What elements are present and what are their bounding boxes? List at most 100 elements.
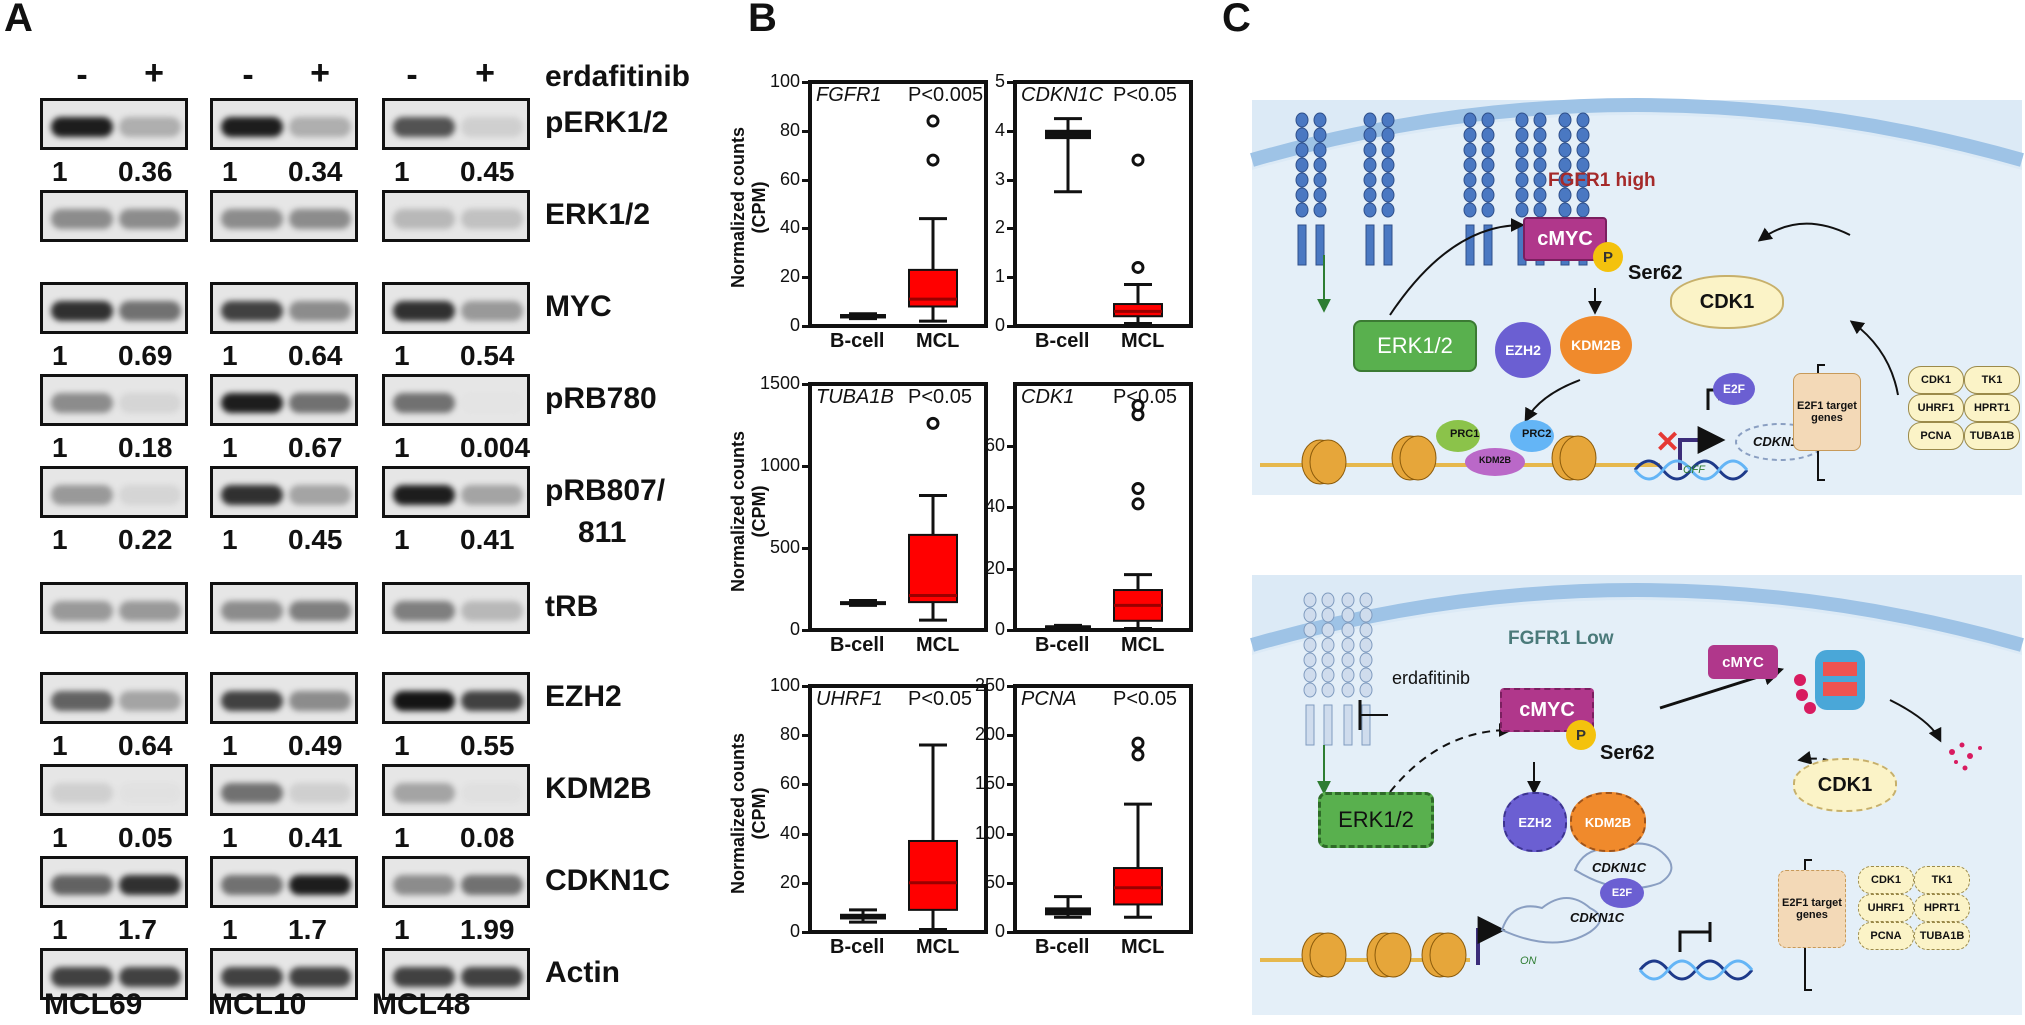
receptor-domain <box>1303 667 1317 683</box>
off-label: OFF <box>1683 464 1705 476</box>
receptor-tail <box>1343 704 1353 746</box>
y-tick-label: 0 <box>789 619 800 639</box>
boxplot-svg <box>840 114 958 323</box>
outlier-point <box>1131 748 1145 762</box>
receptor-domain <box>1303 682 1317 698</box>
blot-band <box>289 875 351 895</box>
y-axis-label: Normalized counts (CPM) <box>728 127 770 288</box>
quant-value: 0.45 <box>460 156 515 187</box>
gene-name: UHRF1 <box>816 688 883 710</box>
blot-band <box>51 783 113 803</box>
y-tick-mark <box>1007 685 1013 688</box>
blot-band <box>289 783 351 803</box>
y-tick-label: 3 <box>994 168 1005 189</box>
blot-band <box>221 209 283 229</box>
y-tick-mark <box>1007 832 1013 836</box>
fgfr1-high-panel: ✕ <box>1250 98 2024 495</box>
gene-name: TUBA1B <box>816 386 894 408</box>
receptor-domain <box>1463 187 1477 203</box>
receptor-domain <box>1481 157 1495 173</box>
blot-band <box>51 601 113 621</box>
x-category-label: MCL <box>1121 634 1165 656</box>
state-label-high: FGFR1 high <box>1548 170 1656 191</box>
y-tick-label: 500 <box>769 537 800 557</box>
protein-label: pRB807/ <box>545 474 666 507</box>
receptor-domain <box>1515 157 1529 173</box>
receptor-domain <box>1533 202 1547 218</box>
y-tick-label: 100 <box>974 822 1005 843</box>
receptor-domain <box>1321 592 1335 608</box>
y-tick-mark <box>802 783 808 787</box>
p-value: P<0.05 <box>908 386 972 408</box>
cell-line-mcl48: MCL48 <box>372 988 471 1021</box>
blot-band <box>461 783 523 803</box>
on-label: ON <box>1520 955 1537 967</box>
y-tick-label: 1 <box>994 266 1005 287</box>
receptor-domain <box>1363 202 1377 218</box>
protein-label: MYC <box>545 290 612 323</box>
protein-label: ERK1/2 <box>545 198 651 231</box>
receptor-domain <box>1321 667 1335 683</box>
blot-panel <box>382 466 530 518</box>
quant-value: 1 <box>222 340 238 371</box>
receptor-domain <box>1341 592 1355 608</box>
receptor-domain <box>1381 172 1395 188</box>
e2f1-target-box-low: E2F1 target genes <box>1778 870 1846 948</box>
boxplot-frame <box>1013 382 1193 632</box>
svg-text:✕: ✕ <box>1655 426 1680 459</box>
target-gene-chip: PCNA <box>1908 422 1964 450</box>
receptor-domain <box>1303 637 1317 653</box>
x-category-label: MCL <box>916 634 960 656</box>
receptor-domain <box>1381 157 1395 173</box>
blot-band <box>119 875 181 895</box>
blot-panel <box>40 374 188 426</box>
blot-band <box>51 691 113 711</box>
y-tick-mark <box>802 465 808 468</box>
receptor-domain <box>1313 172 1327 188</box>
receptor-domain <box>1533 187 1547 203</box>
receptor-domain <box>1363 157 1377 173</box>
receptor-domain <box>1481 187 1495 203</box>
receptor-domain <box>1363 187 1377 203</box>
blot-panel <box>40 582 188 634</box>
cdk1-node-high: CDK1 <box>1670 275 1784 329</box>
y-tick-mark <box>1007 227 1013 231</box>
cdk1-node-low: CDK1 <box>1793 758 1897 812</box>
outlier-point <box>926 416 940 430</box>
quant-value: 0.36 <box>118 156 173 187</box>
ezh2-node-high: EZH2 <box>1495 322 1551 378</box>
panel-a-label: A <box>4 0 33 40</box>
y-tick-label: 1500 <box>759 373 800 393</box>
blot-band <box>221 691 283 711</box>
receptor-domain <box>1463 172 1477 188</box>
blot-panel <box>382 282 530 334</box>
blot-band <box>461 301 523 321</box>
blot-band <box>119 691 181 711</box>
quant-value: 1 <box>222 822 238 853</box>
x-category-label: B-cell <box>830 936 885 958</box>
receptor-domain <box>1576 157 1590 173</box>
state-label-low: FGFR1 Low <box>1508 628 1614 649</box>
boxplot-frame <box>808 80 988 328</box>
quant-value: 1 <box>394 914 410 945</box>
blot-panel <box>210 856 358 908</box>
y-tick-mark <box>1007 129 1013 133</box>
blot-panel <box>382 582 530 634</box>
receptor-domain <box>1558 202 1572 218</box>
y-tick-mark <box>1007 734 1013 738</box>
blot-band <box>51 209 113 229</box>
y-tick-mark <box>1007 178 1013 182</box>
receptor-domain <box>1321 682 1335 698</box>
receptor-tail <box>1305 704 1315 746</box>
quant-value: 1 <box>222 914 238 945</box>
y-axis-label-unit: (CPM) <box>749 787 769 840</box>
y-axis-label-unit: (CPM) <box>749 485 769 538</box>
receptor-domain <box>1576 202 1590 218</box>
receptor-domain <box>1363 112 1377 128</box>
receptor-domain <box>1359 652 1373 668</box>
receptor-domain <box>1295 142 1309 158</box>
blot-panel <box>40 672 188 724</box>
outlier-point <box>1131 399 1145 413</box>
fgfr1-receptors-low <box>1303 592 1373 746</box>
receptor-domain <box>1533 112 1547 128</box>
